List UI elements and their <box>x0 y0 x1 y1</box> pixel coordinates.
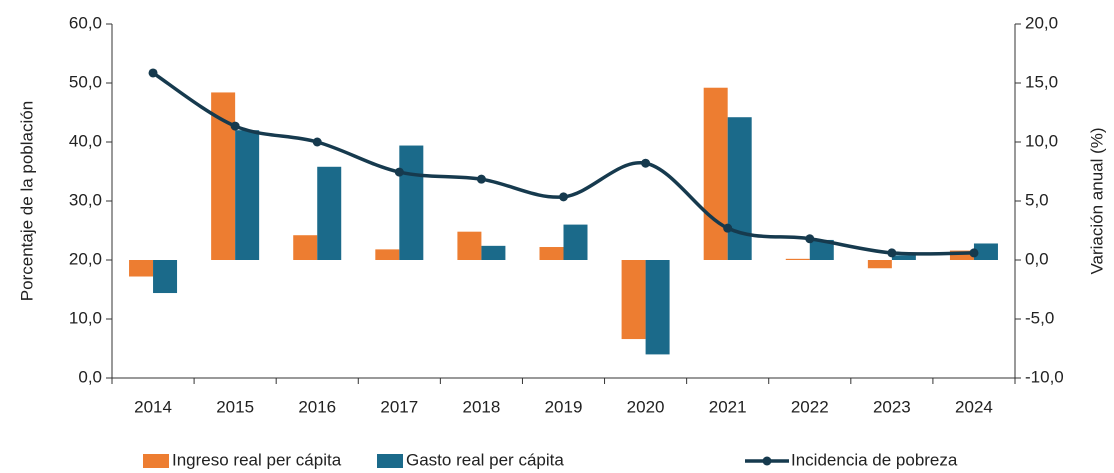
bar <box>539 247 564 260</box>
y2-tick-label: 0,0 <box>1025 249 1049 268</box>
bar <box>375 249 400 260</box>
bar <box>399 145 424 260</box>
y-axis-label: Porcentaje de la población <box>17 101 36 301</box>
x-tick-label: 2021 <box>709 397 747 416</box>
line-marker <box>476 174 486 184</box>
legend-label: Gasto real per cápita <box>406 450 564 469</box>
bar <box>293 235 318 260</box>
x-tick-label: 2020 <box>627 397 665 416</box>
line-marker <box>887 248 897 258</box>
legend-swatch <box>762 456 772 466</box>
legend-label: Incidencia de pobreza <box>791 450 958 469</box>
bar <box>211 92 236 260</box>
bar <box>235 130 260 260</box>
x-tick-label: 2022 <box>791 397 829 416</box>
bar <box>973 243 998 260</box>
bar <box>809 239 834 260</box>
bar <box>867 260 892 269</box>
x-tick-label: 2024 <box>955 397 993 416</box>
line-marker <box>148 68 158 78</box>
y2-tick-label: 20,0 <box>1025 13 1058 32</box>
line-marker <box>805 234 815 244</box>
y2-tick-label: -5,0 <box>1025 308 1054 327</box>
y-tick-label: 50,0 <box>69 72 102 91</box>
y2-tick-label: -10,0 <box>1025 367 1064 386</box>
line-marker <box>641 158 651 168</box>
y-tick-label: 20,0 <box>69 249 102 268</box>
y2-tick-label: 5,0 <box>1025 190 1049 209</box>
x-tick-label: 2018 <box>462 397 500 416</box>
y-tick-label: 60,0 <box>69 13 102 32</box>
legend-swatch <box>377 454 403 468</box>
bar <box>621 260 646 340</box>
y-tick-label: 0,0 <box>78 367 102 386</box>
legend-swatch <box>143 454 169 468</box>
y-tick-label: 10,0 <box>69 308 102 327</box>
y2-tick-label: 10,0 <box>1025 131 1058 150</box>
y2-tick-label: 15,0 <box>1025 72 1058 91</box>
x-tick-label: 2017 <box>380 397 418 416</box>
line-marker <box>394 167 404 177</box>
bar <box>481 245 506 260</box>
bar <box>563 224 588 260</box>
line-marker <box>723 223 733 233</box>
line-marker <box>312 137 322 147</box>
y2-axis-label: Variación anual (%) <box>1087 127 1106 274</box>
bar <box>317 166 342 260</box>
line-marker <box>969 248 979 258</box>
bar <box>645 260 670 355</box>
x-tick-label: 2023 <box>873 397 911 416</box>
line-marker <box>559 192 568 202</box>
x-tick-label: 2016 <box>298 397 336 416</box>
x-tick-label: 2014 <box>134 397 172 416</box>
bar <box>153 260 178 294</box>
bar <box>727 117 752 260</box>
bar <box>129 260 154 277</box>
bar <box>949 250 974 260</box>
y-tick-label: 30,0 <box>69 190 102 209</box>
bar <box>703 87 728 260</box>
legend-label: Ingreso real per cápita <box>172 450 342 469</box>
bar <box>457 231 482 260</box>
y-tick-label: 40,0 <box>69 131 102 150</box>
bar <box>785 258 810 260</box>
bar <box>891 255 916 260</box>
line-marker <box>230 121 240 131</box>
x-tick-label: 2019 <box>545 397 583 416</box>
x-tick-label: 2015 <box>216 397 254 416</box>
